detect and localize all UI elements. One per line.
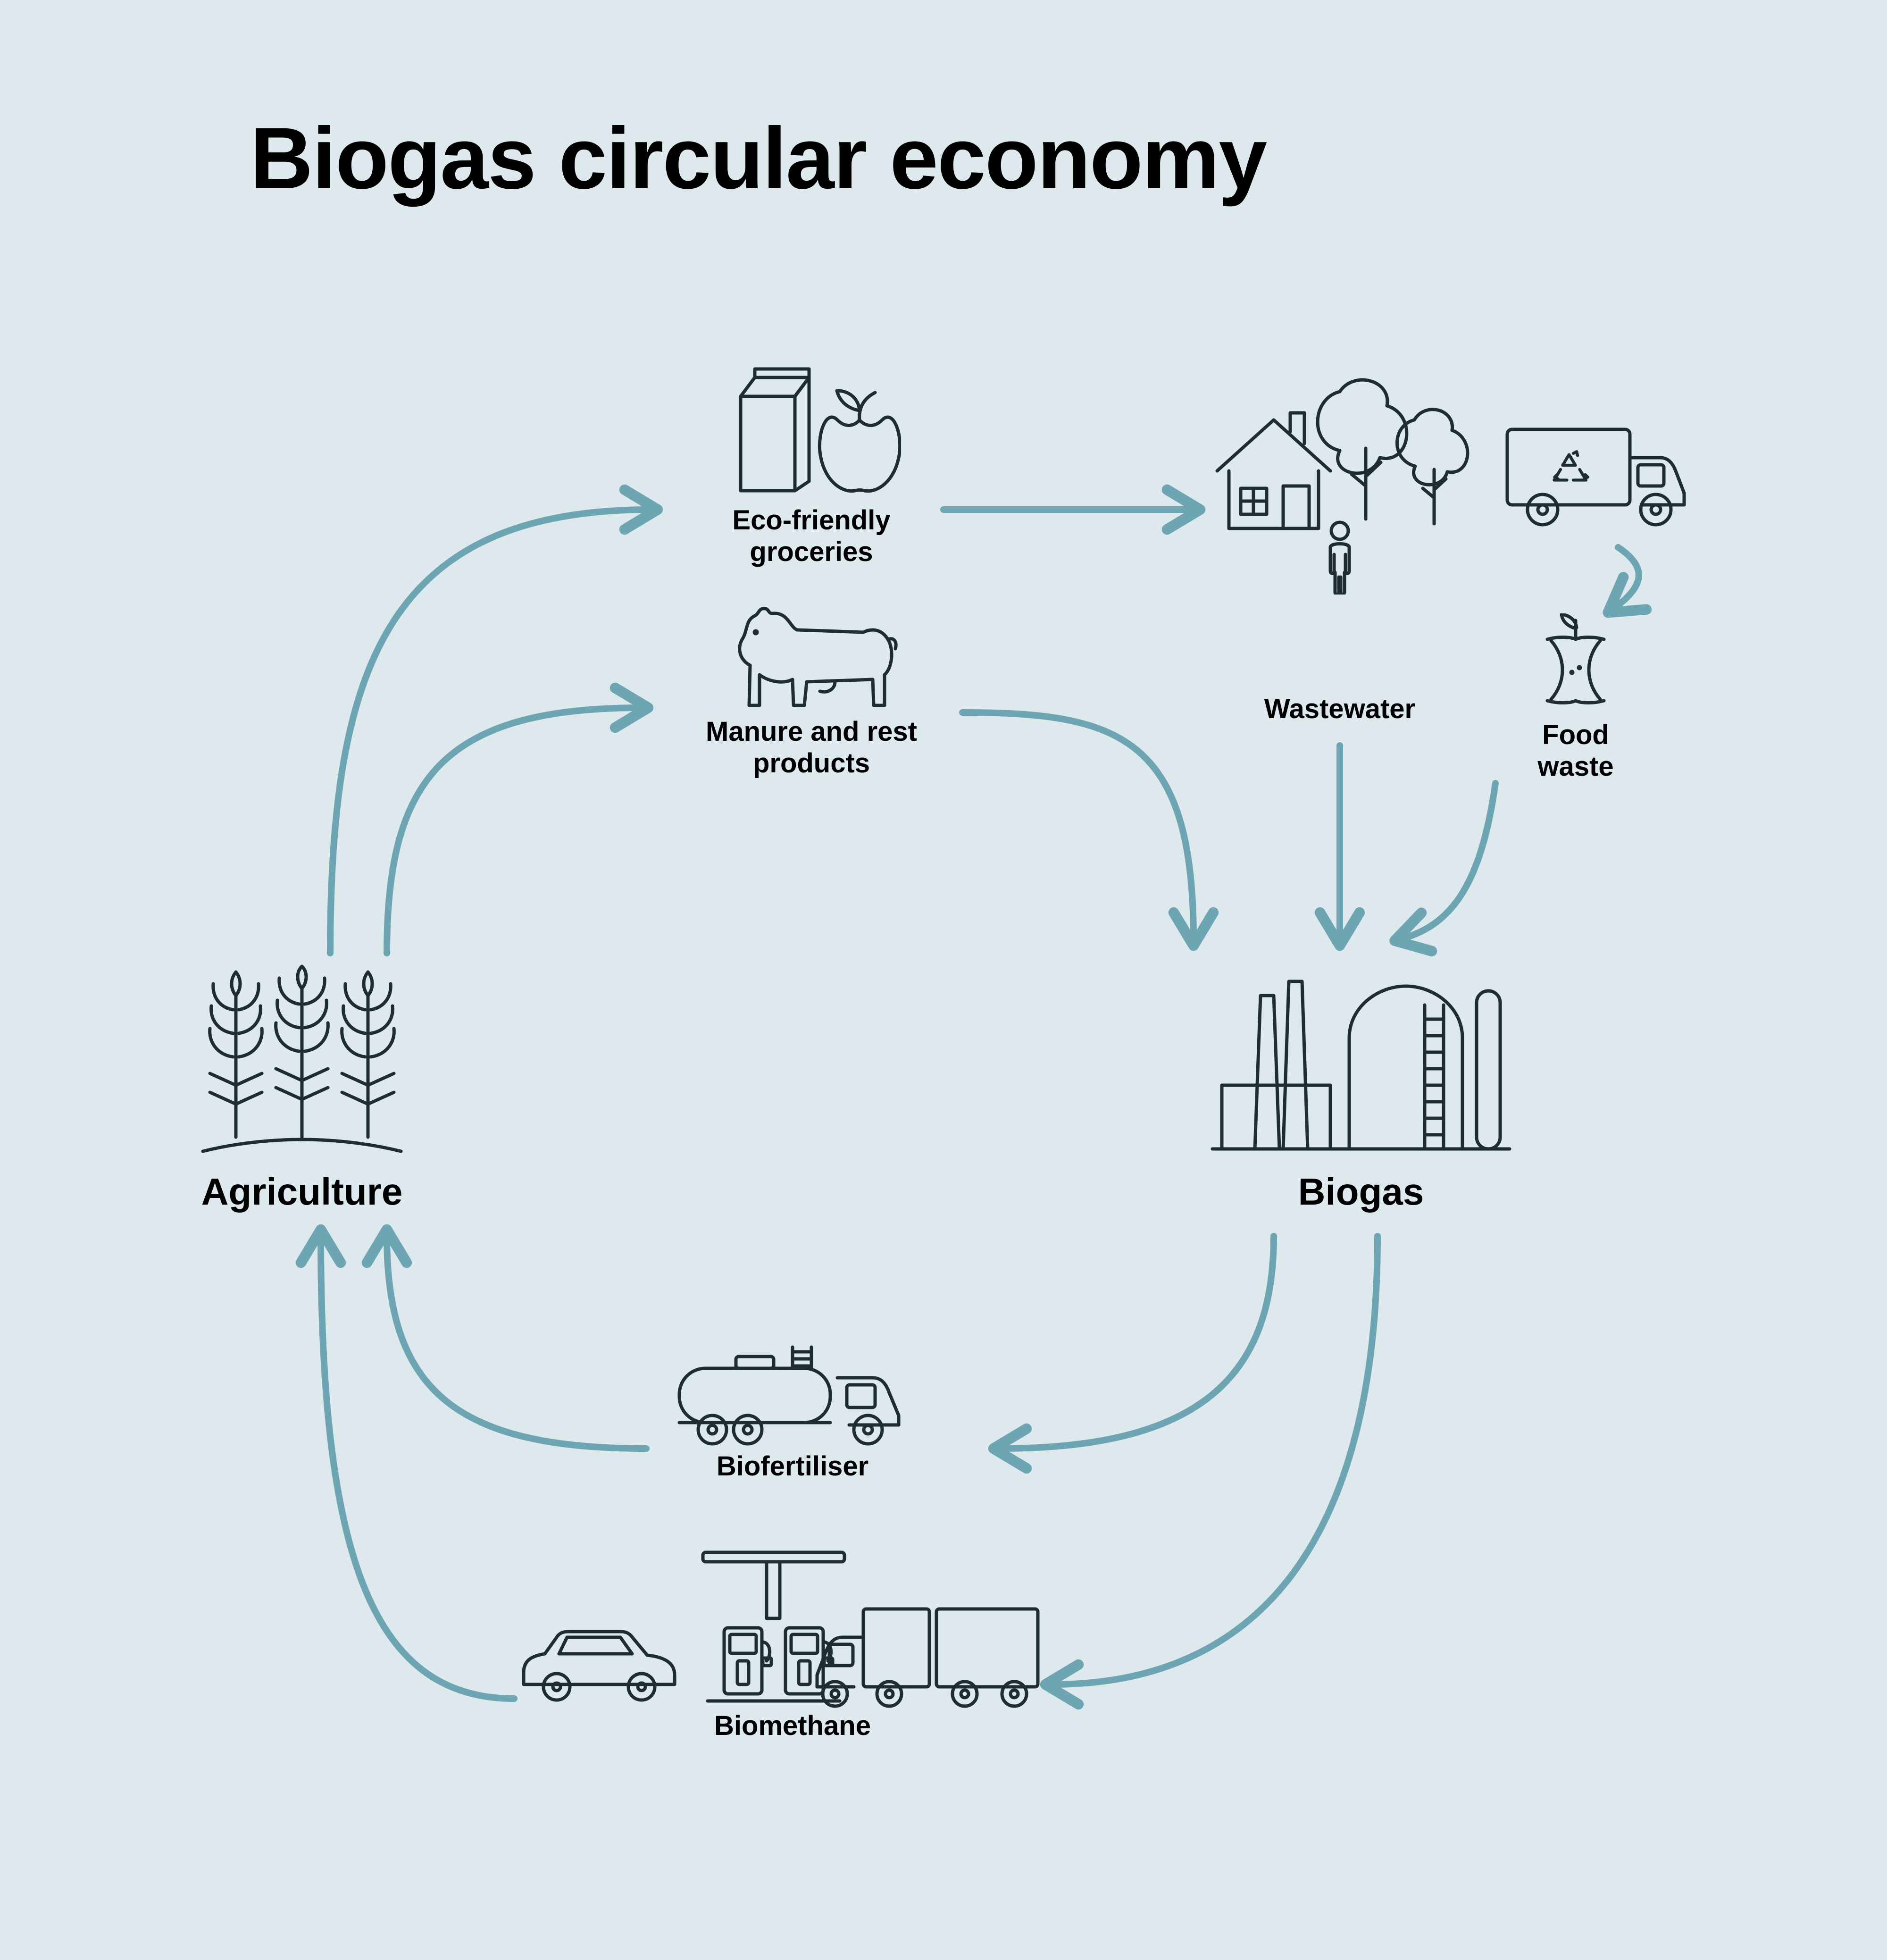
label-biofertiliser: Biofertiliser <box>689 1451 896 1483</box>
node-biomethane: Biomethane <box>698 1710 887 1742</box>
biomethane-icon <box>514 1548 1043 1708</box>
label-biomethane: Biomethane <box>698 1710 887 1742</box>
wheat-icon <box>184 963 420 1161</box>
node-groceries: Eco-friendly groceries <box>698 505 925 568</box>
household-icon <box>1208 377 1481 595</box>
arrow-manure-to-biogas <box>962 712 1194 939</box>
diagram-canvas: Biogas circular economy <box>0 0 1887 1960</box>
cow-icon <box>722 604 901 712</box>
biogas-plant-icon <box>1208 953 1514 1156</box>
arrow-fert-to-agri <box>387 1236 646 1449</box>
node-wastewater: Wastewater <box>1250 694 1429 725</box>
arrow-methane-to-agri <box>321 1236 514 1699</box>
label-manure: Manure and rest products <box>689 716 934 779</box>
tank-truck-icon <box>670 1331 915 1449</box>
groceries-icon <box>722 363 901 500</box>
node-biofertiliser: Biofertiliser <box>689 1451 896 1483</box>
label-foodwaste: Food waste <box>1510 720 1642 782</box>
label-groceries: Eco-friendly groceries <box>698 505 925 568</box>
label-wastewater: Wastewater <box>1250 694 1429 725</box>
arrow-foodwaste-to-biogas <box>1401 783 1495 939</box>
arrow-truck-to-foodwaste <box>1613 547 1639 609</box>
garbage-truck-icon <box>1500 415 1694 533</box>
label-agriculture: Agriculture <box>184 1170 420 1214</box>
node-manure: Manure and rest products <box>689 716 934 779</box>
arrow-biogas-to-fert <box>1000 1236 1274 1449</box>
node-biogas: Biogas <box>1208 1170 1514 1214</box>
arrow-biogas-to-methane <box>1052 1236 1378 1684</box>
node-foodwaste: Food waste <box>1510 720 1642 782</box>
apple-core-icon <box>1533 613 1618 717</box>
arrow-agri-to-manure <box>387 708 642 953</box>
label-biogas: Biogas <box>1208 1170 1514 1214</box>
node-agriculture: Agriculture <box>184 1170 420 1214</box>
